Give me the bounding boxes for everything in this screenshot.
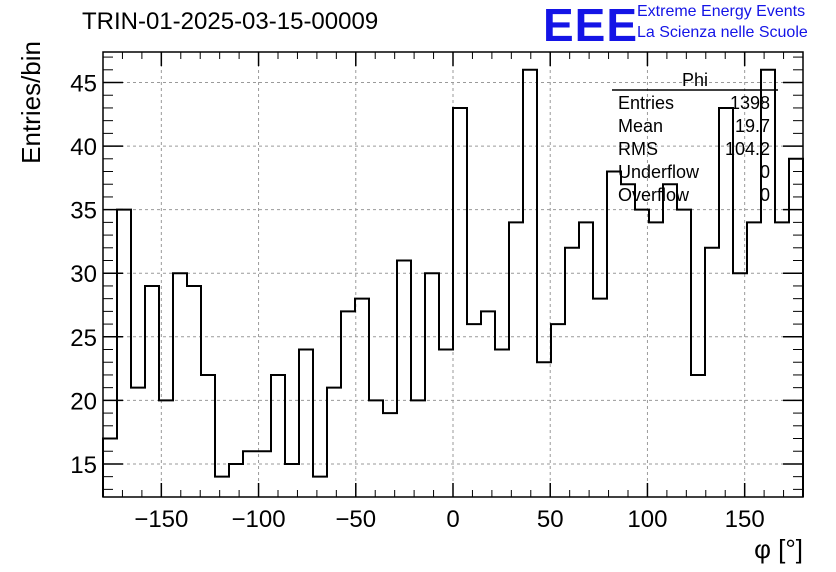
x-tick-label: 0 [446,506,459,533]
tick-labels: −150 −100 −50 0 50 100 150 15 20 25 30 35 40 45 [70,71,764,533]
chart-title: TRIN-01-2025-03-15-00009 [82,8,379,35]
stats-value-rms: 104.2 [724,139,770,159]
axis-ticks [102,52,804,497]
stats-label-entries: Entries [618,93,675,113]
y-tick-label: 25 [70,325,97,352]
y-tick-label: 30 [70,261,97,288]
stats-label-overflow: Overflow [618,185,690,205]
y-tick-label: 15 [70,452,97,479]
stats-label-rms: RMS [618,139,658,159]
x-tick-label: −150 [134,506,188,533]
stats-box-title: Phi [681,70,708,90]
histogram-series [102,68,804,497]
x-tick-label: 50 [537,506,564,533]
y-tick-label: 40 [70,134,97,161]
y-tick-label: 45 [70,71,97,98]
y-tick-label: 35 [70,198,97,225]
eee-logo: EEE [543,0,639,51]
x-tick-label: −100 [232,506,286,533]
x-tick-label: 100 [627,506,667,533]
logo-text-line2: La Scienza nelle Scuole [637,24,808,41]
x-tick-label: 150 [725,506,765,533]
stats-label-mean: Mean [618,116,664,136]
x-tick-label: −50 [335,506,376,533]
stats-value-underflow: 0 [759,162,770,182]
y-tick-label: 20 [70,388,97,415]
stats-value-overflow: 0 [759,185,770,205]
logo-text-line1: Extreme Energy Events [637,3,806,20]
x-axis-label: φ [°] [754,534,803,564]
y-axis-label: Entries/bin [16,41,46,164]
stats-value-entries: 1398 [729,93,770,113]
stats-value-mean: 19.7 [734,116,770,136]
stats-label-underflow: Underflow [618,162,700,182]
